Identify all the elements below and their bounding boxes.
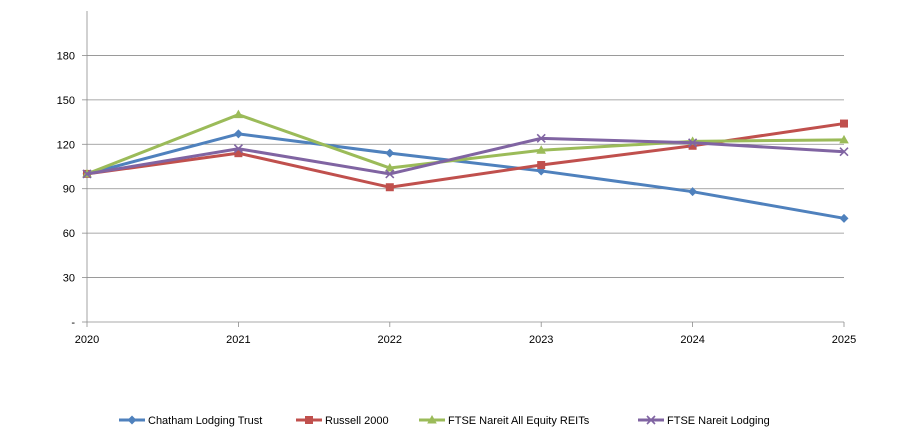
series-1: [82, 129, 849, 223]
x-tick-label: 2023: [529, 334, 553, 346]
legend-swatch-marker: [646, 415, 656, 425]
data-point: [536, 133, 546, 143]
legend-label: FTSE Nareit Lodging: [667, 415, 770, 427]
x-tick-label: 2024: [680, 334, 704, 346]
x-tick-label: 2022: [378, 334, 402, 346]
legend-label: Russell 2000: [325, 415, 389, 427]
series-line: [86, 136, 845, 176]
data-point: [839, 134, 849, 144]
y-tick-label: 60: [63, 228, 75, 240]
series-lines: [82, 109, 849, 223]
data-point: [234, 149, 243, 158]
data-point: [537, 161, 546, 170]
y-tick-label: 120: [57, 139, 75, 151]
data-point: [385, 183, 394, 192]
legend-swatch-marker: [305, 416, 313, 424]
data-point: [82, 169, 92, 179]
gridlines: [87, 55, 844, 278]
data-point: [385, 162, 395, 172]
data-point: [839, 147, 849, 157]
legend-item: Russell 2000: [296, 415, 389, 427]
data-point: [840, 119, 848, 128]
data-point: [688, 138, 698, 148]
y-tick-label: 150: [57, 95, 75, 107]
data-point: [233, 129, 243, 139]
series-4: [82, 133, 849, 179]
data-point: [688, 187, 698, 197]
x-tick-label: 2025: [832, 334, 856, 346]
x-tick-label: 2020: [75, 334, 99, 346]
legend-label: FTSE Nareit All Equity REITs: [448, 415, 590, 427]
legend: Chatham Lodging Trust Russell 2000 FTSE Na…: [119, 415, 770, 427]
data-point: [839, 213, 849, 223]
data-point: [688, 141, 697, 150]
y-tick-label: 180: [57, 50, 75, 62]
data-point: [233, 109, 244, 119]
legend-label: Chatham Lodging Trust: [148, 415, 262, 427]
legend-swatch-marker: [427, 415, 437, 424]
axes: - 30 60 90 120 150 180 2020 2021 2022 2023 2024 2025: [57, 11, 856, 346]
legend-swatch-marker: [127, 415, 137, 425]
data-point: [233, 144, 243, 154]
y-tick-label: 30: [63, 273, 75, 285]
data-point: [536, 145, 546, 154]
data-point: [385, 169, 395, 179]
legend-item: Chatham Lodging Trust: [119, 415, 262, 427]
y-tick-label: -: [71, 317, 75, 329]
x-tick-label: 2021: [226, 334, 250, 346]
series-line: [86, 132, 845, 220]
series-line: [86, 113, 845, 176]
legend-item: FTSE Nareit All Equity REITs: [419, 415, 590, 427]
legend-item: FTSE Nareit Lodging: [638, 415, 770, 427]
data-point: [385, 148, 395, 158]
y-tick-label: 90: [63, 184, 75, 196]
